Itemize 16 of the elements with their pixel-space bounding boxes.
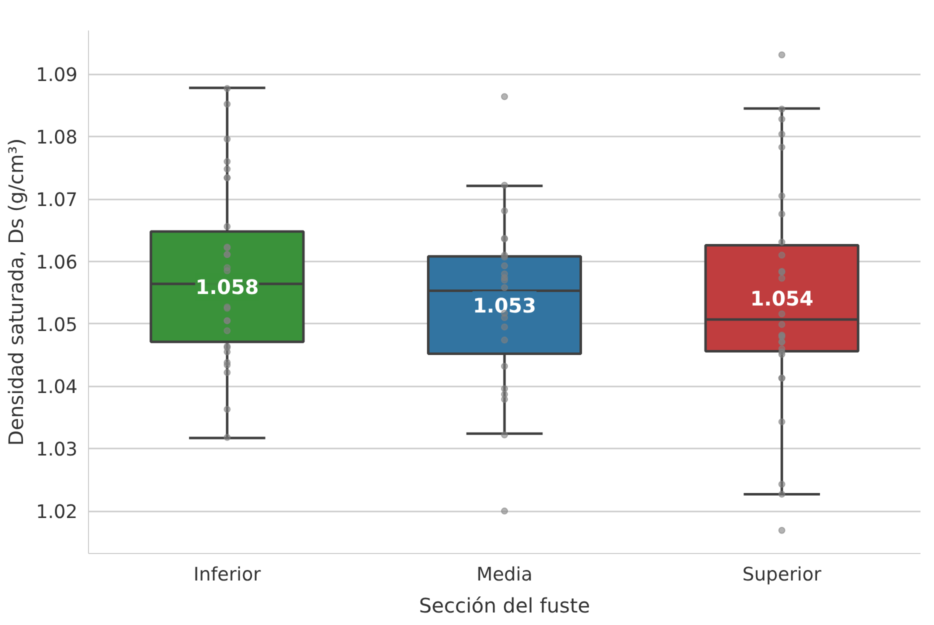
y-tick-label: 1.09 [36, 65, 78, 86]
y-tick-label: 1.03 [36, 440, 78, 461]
y-tick-label: 1.04 [36, 377, 78, 398]
y-tick-label: 1.05 [36, 314, 78, 336]
y-tick-label: 1.08 [36, 128, 78, 149]
y-tick-label: 1.07 [36, 190, 78, 212]
x-axis-title: Sección del fuste [418, 594, 590, 618]
annotation: 1.058 [196, 275, 259, 300]
x-tick-label: Media [476, 564, 533, 586]
annotation: 1.054 [750, 286, 814, 311]
annotation: 1.053 [472, 294, 536, 318]
y-tick-label: 1.06 [36, 252, 78, 274]
y-axis-title: Densidad saturada, Ds (g/cm³) [4, 138, 28, 446]
y-tick-label: 1.02 [36, 502, 78, 524]
x-tick-label: Superior [742, 564, 822, 586]
x-tick-label: Inferior [194, 564, 262, 586]
